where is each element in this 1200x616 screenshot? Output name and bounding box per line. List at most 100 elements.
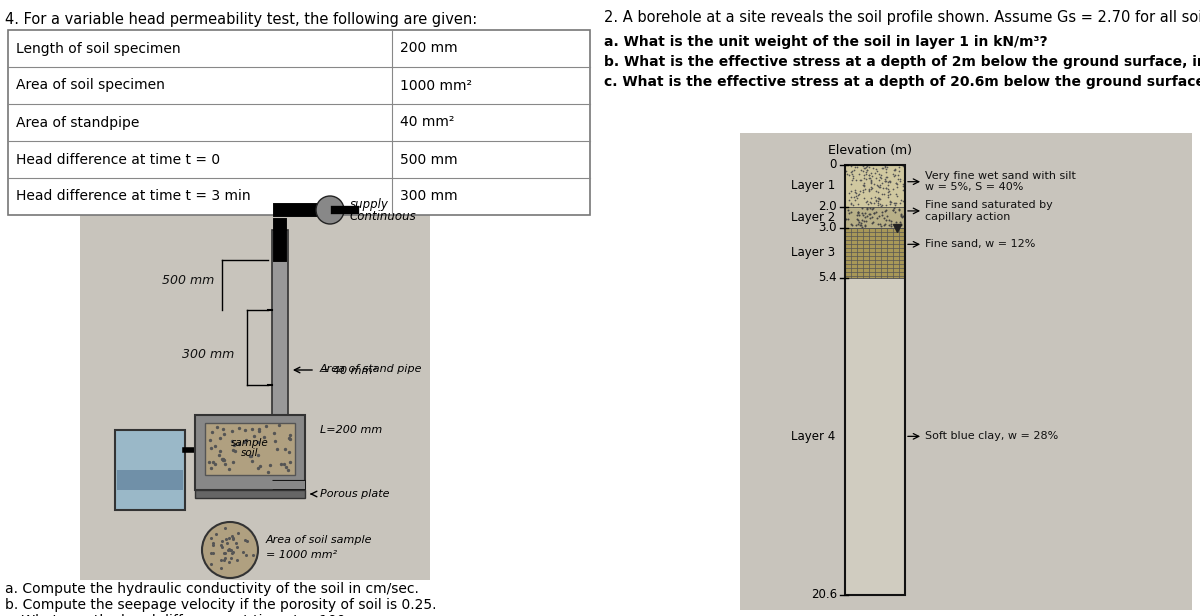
Point <box>883 184 902 193</box>
Point <box>234 437 253 447</box>
Point <box>223 457 242 467</box>
Point <box>852 221 871 230</box>
Point <box>841 219 860 229</box>
Text: Area of soil specimen: Area of soil specimen <box>16 78 164 92</box>
Point <box>236 435 256 445</box>
Point <box>281 434 300 444</box>
Point <box>869 196 888 206</box>
Point <box>854 193 874 203</box>
Point <box>857 162 876 172</box>
Point <box>872 201 892 211</box>
Point <box>856 184 875 194</box>
Point <box>872 221 892 231</box>
Point <box>854 178 874 188</box>
Point <box>887 178 906 188</box>
Text: Porous plate: Porous plate <box>320 489 390 499</box>
Point <box>863 183 882 193</box>
Bar <box>8 30 590 215</box>
Text: 300 mm: 300 mm <box>182 349 234 362</box>
Point <box>853 161 872 171</box>
Point <box>894 179 913 189</box>
Point <box>836 214 856 224</box>
Point <box>214 424 233 434</box>
Point <box>880 187 899 197</box>
Point <box>857 165 876 175</box>
Point <box>847 163 866 172</box>
Point <box>202 559 221 569</box>
Point <box>212 455 232 464</box>
Text: 20.6: 20.6 <box>811 588 838 601</box>
Point <box>857 216 876 226</box>
Point <box>880 216 899 225</box>
Point <box>894 196 913 206</box>
Point <box>859 171 878 180</box>
Text: Area of stand pipe: Area of stand pipe <box>320 364 422 374</box>
Point <box>854 173 874 183</box>
Point <box>878 187 898 197</box>
Point <box>847 214 866 224</box>
Point <box>850 221 869 230</box>
Point <box>203 540 222 550</box>
Bar <box>115 430 185 510</box>
Point <box>841 198 860 208</box>
Point <box>839 195 858 205</box>
Point <box>864 217 883 227</box>
Text: Layer 2: Layer 2 <box>791 211 835 224</box>
Point <box>224 440 244 450</box>
Point <box>865 192 884 202</box>
Text: Continuous: Continuous <box>350 210 416 223</box>
Point <box>857 197 876 206</box>
Point <box>845 185 864 195</box>
Text: Head difference at time t = 0: Head difference at time t = 0 <box>16 153 220 166</box>
Text: a. What is the unit weight of the soil in layer 1 in kN/m³?: a. What is the unit weight of the soil i… <box>604 35 1048 49</box>
Point <box>864 179 883 189</box>
Point <box>223 445 242 455</box>
Point <box>250 461 269 471</box>
Point <box>890 198 910 208</box>
Bar <box>740 133 1192 610</box>
Text: 500 mm: 500 mm <box>162 274 215 286</box>
Point <box>258 468 277 477</box>
Point <box>862 218 881 228</box>
Text: = 40 mm²: = 40 mm² <box>320 366 377 376</box>
Point <box>862 212 881 222</box>
Point <box>893 212 912 222</box>
Point <box>890 174 910 184</box>
Point <box>877 162 896 172</box>
Point <box>877 176 896 185</box>
Point <box>260 460 280 470</box>
Point <box>842 161 862 171</box>
Point <box>876 164 895 174</box>
Text: b. What is the effective stress at a depth of 2m below the ground surface, in kP: b. What is the effective stress at a dep… <box>604 55 1200 69</box>
Point <box>860 173 880 183</box>
Point <box>887 182 906 192</box>
Point <box>265 436 284 445</box>
Point <box>872 200 892 210</box>
Point <box>850 211 869 221</box>
Point <box>266 444 286 453</box>
Point <box>880 220 899 230</box>
Point <box>848 190 868 200</box>
Point <box>872 210 892 220</box>
Text: Layer 4: Layer 4 <box>791 430 835 443</box>
Text: Fine sand saturated by
capillary action: Fine sand saturated by capillary action <box>925 200 1052 222</box>
Point <box>882 197 901 207</box>
Point <box>842 221 862 230</box>
Text: Layer 3: Layer 3 <box>791 246 835 259</box>
Point <box>848 208 868 218</box>
Point <box>222 426 241 436</box>
Point <box>199 457 218 467</box>
Point <box>854 163 874 172</box>
Point <box>862 198 881 208</box>
Point <box>242 456 262 466</box>
Point <box>857 169 876 179</box>
Point <box>864 208 883 218</box>
Point <box>839 208 858 218</box>
Point <box>886 164 905 174</box>
Point <box>212 543 232 553</box>
Point <box>264 428 283 437</box>
Point <box>866 164 886 174</box>
Point <box>278 464 298 474</box>
Point <box>212 537 232 546</box>
Point <box>844 171 863 180</box>
